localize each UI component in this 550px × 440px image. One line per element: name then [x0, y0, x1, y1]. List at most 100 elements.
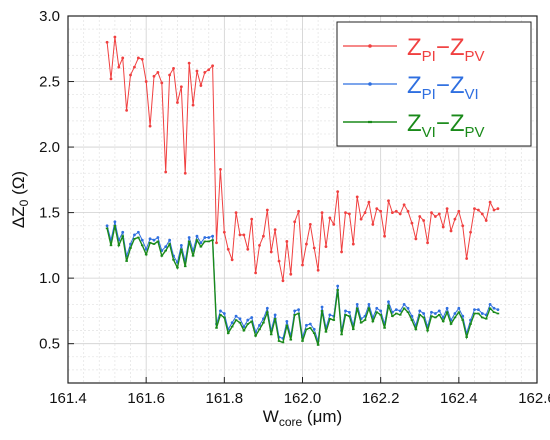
data-point [324, 245, 328, 249]
legend-label: ZPI−ZVI [407, 72, 479, 103]
data-point [133, 233, 136, 237]
data-point [328, 313, 332, 317]
data-point [191, 103, 195, 107]
data-point [465, 257, 469, 260]
data-point [297, 209, 300, 213]
data-point [433, 215, 437, 218]
data-point [418, 215, 422, 218]
y-axis-label-sub: 0 [17, 199, 31, 206]
data-point [156, 236, 160, 239]
data-point [476, 308, 480, 311]
data-point [355, 302, 359, 306]
data-point [121, 56, 125, 60]
data-point [402, 302, 406, 306]
ticks [67, 15, 538, 383]
data-point [117, 65, 121, 69]
legend-label: ZPI−ZPV [407, 34, 485, 65]
data-point [418, 309, 422, 313]
data-point [230, 258, 234, 262]
data-point [121, 230, 125, 234]
data-point [484, 219, 488, 222]
x-axis-label-unit: (μm) [302, 407, 342, 426]
x-tick-label: 161.4 [49, 390, 87, 407]
data-point [250, 217, 254, 221]
data-point [348, 212, 351, 216]
data-point [152, 238, 156, 242]
data-point [488, 302, 492, 306]
data-point [265, 208, 269, 212]
data-point [238, 317, 242, 321]
data-point [160, 81, 164, 85]
data-point [140, 57, 144, 61]
data-point [402, 203, 406, 207]
data-point [394, 209, 398, 213]
data-point [305, 323, 308, 327]
legend-entries: ZPI−ZPV ZPI−ZVI ZVI−ZPV [343, 34, 485, 141]
data-point [308, 223, 312, 226]
data-point [258, 323, 261, 327]
data-point [254, 271, 257, 275]
y-axis-label: ΔZ0 (Ω) [9, 171, 31, 228]
data-point [195, 234, 199, 238]
data-point [207, 236, 211, 239]
data-point [422, 219, 426, 222]
data-point [152, 74, 156, 78]
y-tick-label: 2.0 [39, 139, 60, 156]
data-point [480, 312, 484, 315]
data-point [273, 313, 277, 317]
x-tick-label: 162.0 [284, 390, 322, 407]
y-tick-label: 0.5 [39, 336, 60, 353]
data-point [265, 306, 269, 310]
data-point [383, 234, 386, 238]
data-point [199, 84, 203, 87]
data-point [480, 212, 484, 216]
data-point [226, 247, 230, 251]
data-point [473, 207, 476, 211]
data-point [355, 195, 359, 199]
data-point [301, 263, 304, 267]
data-point [285, 319, 289, 323]
data-point [410, 314, 414, 318]
data-point [156, 70, 160, 74]
data-point [144, 247, 148, 251]
y-tick-label: 3.0 [39, 8, 60, 25]
data-point [269, 250, 273, 254]
data-point [250, 316, 254, 319]
data-point [379, 309, 383, 313]
data-point [281, 279, 285, 283]
data-point [320, 305, 324, 309]
data-point [172, 67, 175, 70]
data-point [183, 171, 187, 175]
data-point [437, 309, 441, 313]
data-point [168, 73, 172, 77]
data-point [215, 241, 218, 245]
data-point [238, 233, 242, 237]
data-point [367, 200, 371, 204]
data-point [371, 223, 375, 226]
data-point [445, 306, 449, 310]
data-point [140, 238, 144, 242]
y-axis-label-unit: (Ω) [9, 171, 28, 200]
data-point [199, 241, 203, 245]
data-point [473, 308, 476, 311]
data-point [375, 207, 379, 211]
legend-swatch-marker [368, 44, 372, 48]
x-tick-label: 162.2 [362, 390, 400, 407]
data-point [445, 207, 449, 211]
data-point [430, 310, 433, 314]
data-point [496, 207, 500, 211]
data-point [430, 211, 433, 215]
data-point [234, 211, 238, 215]
data-point [359, 217, 363, 221]
data-point [222, 230, 226, 234]
data-point [492, 208, 496, 212]
data-point [406, 209, 410, 213]
data-point [457, 209, 461, 213]
x-axis-label: Wcore (μm) [263, 407, 342, 429]
data-point [222, 312, 226, 315]
legend-label: ZVI−ZPV [407, 110, 485, 141]
data-point [488, 200, 492, 204]
series-layer [105, 35, 500, 346]
data-point [289, 272, 293, 276]
